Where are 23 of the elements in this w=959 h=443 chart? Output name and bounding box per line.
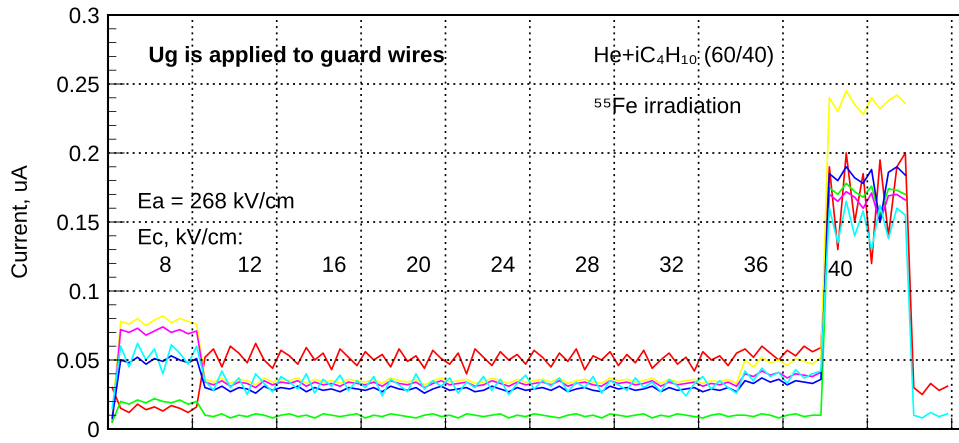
- annotation: Ug is applied to guard wires: [150, 46, 444, 67]
- annotation: Ec, kV/cm:: [139, 228, 242, 248]
- y-tick-label: 0.1: [70, 284, 99, 300]
- annotation: 16: [323, 256, 346, 272]
- y-tick-label: 0.15: [57, 214, 99, 230]
- annotation: ⁵⁵Fe irradiation: [594, 96, 740, 114]
- y-axis-title: Current, uA: [11, 165, 30, 278]
- y-tick-label: 0.25: [57, 76, 99, 92]
- annotation: 32: [660, 256, 683, 272]
- y-tick-label: 0.3: [70, 8, 99, 24]
- annotation: Ea = 268 kV/cm: [139, 192, 294, 209]
- annotation: 24: [492, 256, 515, 272]
- y-tick-label: 0: [88, 422, 99, 438]
- annotation: 8: [160, 256, 171, 272]
- annotation: He+iC₄H₁₀ (60/40): [595, 46, 773, 67]
- line-series: [111, 90, 906, 416]
- annotation: 36: [744, 256, 768, 272]
- annotation: 20: [407, 256, 430, 272]
- annotation: 12: [239, 256, 261, 272]
- y-tick-label: 0.05: [57, 352, 99, 368]
- y-tick-label: 0.2: [70, 146, 99, 162]
- annotation: 28: [576, 256, 599, 272]
- annotation: 40: [828, 260, 852, 276]
